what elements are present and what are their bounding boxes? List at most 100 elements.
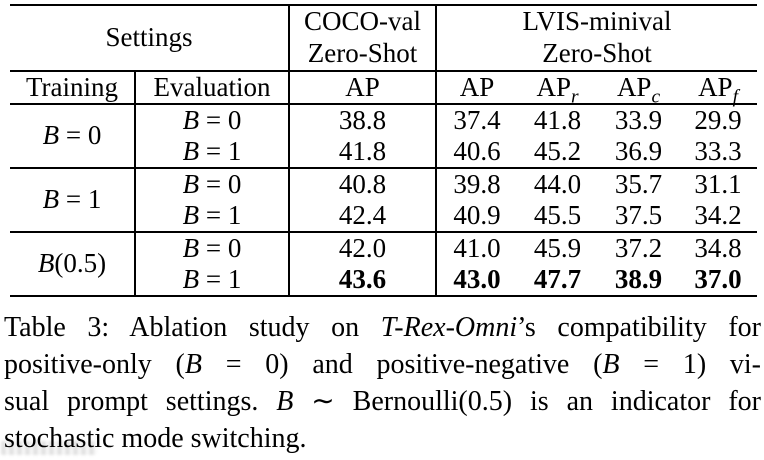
lvis-ap-value: 39.8 (453, 168, 501, 199)
header-cell-coco-ap: AP (289, 70, 438, 105)
lvis-apc-value: 36.9 (598, 135, 680, 169)
caption-text: Table 3: Ablation study on (4, 312, 381, 343)
caption-text: stochastic mode switching. (4, 423, 307, 454)
header-cell-lvis-ap: AP (436, 70, 518, 105)
lvis-apr-value: 45.9 (533, 232, 582, 263)
caption-line: sual prompt settings. B ∼ Bernoulli(0.5)… (4, 383, 761, 420)
lvis-apf-value: 34.2 (679, 199, 758, 233)
coco-ap-label: AP (345, 71, 380, 102)
lvis-ap-value: 37.4 (453, 104, 501, 135)
math-var: B (42, 120, 60, 151)
caption-text: ’s compatibility for (517, 312, 762, 343)
caption-math-var: B (602, 349, 620, 380)
caption-italic-model-name: T-Rex-Omni (380, 312, 518, 343)
math-var: B (182, 199, 200, 230)
lvis-ap-value: 40.9 (436, 199, 518, 233)
header-cell-training: Training (10, 70, 136, 105)
ablation-results-table: Settings COCO-val Zero-Shot LVIS-minival… (10, 4, 758, 297)
lvis-ap-label: AP (459, 71, 495, 102)
math-rest: = 1 (59, 184, 102, 215)
lvis-ap-value: 41.0 (453, 232, 501, 263)
training-cell-bernoulli: B(0.5) (10, 231, 136, 297)
training-cell-b1: B = 1 (10, 167, 136, 233)
coco-zeroshot-label: Zero-Shot (307, 37, 418, 68)
caption-line: stochastic mode switching. (4, 420, 761, 457)
settings-label: Settings (105, 21, 193, 52)
lvis-zeroshot-label: Zero-Shot (542, 37, 652, 68)
table-row: B = 1 41.8 40.6 45.2 36.9 33.3 (10, 135, 758, 169)
table-row: B = 0 B = 0 38.8 37.4 41.8 33.9 29.9 (10, 103, 757, 169)
table-caption: Table 3: Ablation study on T-Rex-Omni’s … (4, 309, 761, 457)
math-var: B (182, 168, 200, 199)
caption-line: positive-only (B = 0) and positive-negat… (4, 346, 761, 383)
lvis-apc-label: AP (616, 71, 652, 102)
table-row: B = 1 42.4 40.9 45.5 37.5 34.2 (10, 199, 758, 233)
eval-cell: B = 1 (135, 263, 291, 297)
lvis-apf-label: AP (698, 71, 733, 102)
header-cell-lvis-apc: APc (598, 70, 680, 108)
lvis-apc-value: 37.5 (598, 199, 680, 233)
lvis-apr-sub: r (570, 86, 579, 108)
lvis-apf-value: 29.9 (694, 104, 742, 135)
caption-math-var: B (184, 349, 202, 380)
lvis-apr-label: AP (536, 71, 571, 102)
caption-math-var: B (276, 386, 294, 417)
lvis-apc-sub: c (651, 86, 661, 108)
header-cell-settings: Settings (10, 4, 291, 72)
lvis-apf-value: 33.3 (679, 135, 758, 169)
caption-text: = 0) and positive-negative ( (201, 349, 603, 380)
math-var: B (182, 263, 200, 294)
math-rest: = 0 (199, 168, 242, 199)
eval-cell: B = 1 (135, 199, 291, 233)
table-row: B = 1 B = 0 40.8 39.8 44.0 35.7 31.1 (10, 167, 757, 233)
caption-text: sual prompt settings. (4, 386, 277, 417)
table-header-row-2: Training Evaluation AP AP APr APc APf (10, 70, 758, 108)
watermark (1, 441, 97, 455)
table-header-row-1: Settings COCO-val Zero-Shot LVIS-minival… (10, 4, 758, 72)
math-rest: = 1 (199, 135, 242, 166)
lvis-dataset-label: LVIS-minival (522, 6, 672, 36)
eval-cell: B = 0 (135, 167, 291, 200)
coco-ap-value: 42.4 (289, 199, 438, 233)
caption-text: ∼ Bernoulli(0.5) is an indicator for (293, 386, 761, 417)
lvis-apf-value: 34.8 (694, 232, 742, 263)
lvis-apr-value: 44.0 (533, 168, 582, 199)
coco-ap-value: 42.0 (289, 231, 438, 264)
eval-cell: B = 0 (135, 103, 291, 136)
header-cell-lvis-apf: APf (679, 70, 758, 106)
caption-text: positive-only ( (4, 349, 185, 380)
math-rest: = 1 (199, 199, 242, 230)
math-rest: = 0 (199, 232, 242, 263)
coco-ap-value: 40.8 (289, 167, 438, 200)
lvis-apr-value-best: 47.7 (517, 263, 599, 297)
math-rest: = 0 (199, 104, 242, 135)
math-rest: = 1 (199, 263, 242, 294)
math-var: B (182, 104, 200, 135)
header-cell-coco: COCO-val Zero-Shot (289, 4, 438, 72)
caption-line: Table 3: Ablation study on T-Rex-Omni’s … (4, 309, 761, 346)
eval-cell: B = 1 (135, 135, 291, 169)
lvis-apf-value-best: 37.0 (679, 263, 758, 297)
math-var: B (37, 248, 55, 279)
math-var: B (182, 135, 200, 166)
training-cell-b0: B = 0 (10, 103, 136, 169)
lvis-ap-value-best: 43.0 (436, 263, 518, 297)
lvis-apc-value: 37.2 (614, 232, 663, 263)
coco-ap-value: 41.8 (289, 135, 438, 169)
header-cell-lvis: LVIS-minival Zero-Shot (436, 4, 758, 72)
lvis-ap-value: 40.6 (436, 135, 518, 169)
coco-ap-value-best: 43.6 (289, 263, 438, 297)
math-rest: = 0 (59, 120, 102, 151)
header-cell-evaluation: Evaluation (135, 70, 291, 105)
training-label: Training (25, 71, 119, 102)
eval-cell: B = 0 (135, 231, 291, 264)
lvis-apr-value: 45.5 (517, 199, 599, 233)
lvis-apf-value: 31.1 (694, 168, 742, 199)
caption-text: = 1) vi- (619, 349, 762, 380)
header-cell-lvis-apr: APr (517, 70, 599, 108)
lvis-apr-value: 45.2 (517, 135, 599, 169)
evaluation-label: Evaluation (153, 71, 271, 102)
math-var: B (182, 232, 200, 263)
math-rest: (0.5) (54, 248, 107, 279)
lvis-apc-value: 35.7 (614, 168, 663, 199)
